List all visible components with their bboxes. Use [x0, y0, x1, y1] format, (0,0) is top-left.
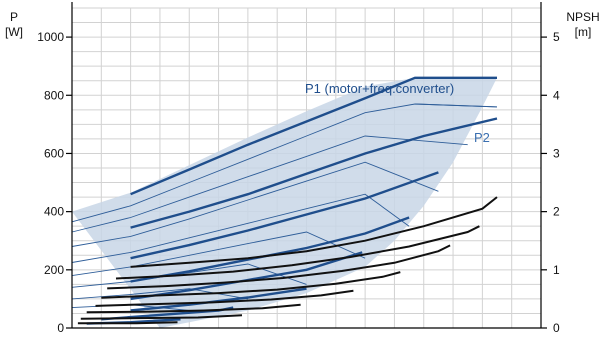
thin-power-curve: [71, 135, 468, 233]
thin-power-curve: [71, 263, 307, 288]
left-tick-label: 400: [44, 205, 64, 219]
left-axis-unit-symbol: P: [10, 10, 18, 24]
p2-annotation: P2: [474, 130, 490, 145]
left-tick-label: 600: [44, 146, 64, 160]
envelope-layer: [72, 77, 497, 328]
axes-layer: 0 200 400 600 800 1000 0 1 2 3 4 5: [37, 2, 560, 335]
right-tick-label: 4: [553, 88, 560, 102]
npsh-curve: [80, 314, 243, 320]
power-curve: [130, 171, 439, 260]
left-tick-label: 1000: [37, 30, 64, 44]
thin-curves-layer: [71, 103, 498, 311]
power-curves-layer: [86, 76, 498, 325]
npsh-curve: [86, 303, 301, 314]
npsh-curve: [101, 271, 401, 299]
right-axis-unit: [m]: [575, 25, 592, 39]
npsh-curve: [115, 225, 480, 280]
npsh-curve: [107, 244, 451, 290]
right-tick-label: 2: [553, 205, 560, 219]
right-tick-label: 1: [553, 263, 560, 277]
right-tick-label: 3: [553, 146, 560, 160]
npsh-curve: [95, 289, 354, 307]
thin-power-curve: [71, 103, 498, 223]
left-tick-label: 800: [44, 88, 64, 102]
npsh-curves-layer: [77, 196, 498, 325]
right-tick-label: 5: [553, 30, 560, 44]
p2-curve: [414, 103, 498, 108]
right-tick-label: 0: [553, 321, 560, 335]
thin-power-curve: [71, 161, 439, 247]
thin-power-curve: [71, 193, 410, 263]
npsh-curve: [130, 196, 498, 268]
power-curve: [130, 287, 307, 312]
thin-power-curve: [71, 231, 366, 277]
left-tick-label: 200: [44, 263, 64, 277]
p1-curve: [130, 76, 497, 196]
p1-annotation: P1 (motor+freq.converter): [305, 81, 454, 96]
npsh-curve: [77, 321, 178, 325]
right-axis-unit-symbol: NPSH: [566, 10, 599, 24]
operating-range-area: [72, 77, 497, 328]
left-axis-unit: [W]: [5, 25, 23, 39]
left-tick-label: 0: [57, 321, 64, 335]
power-curve: [130, 117, 498, 229]
